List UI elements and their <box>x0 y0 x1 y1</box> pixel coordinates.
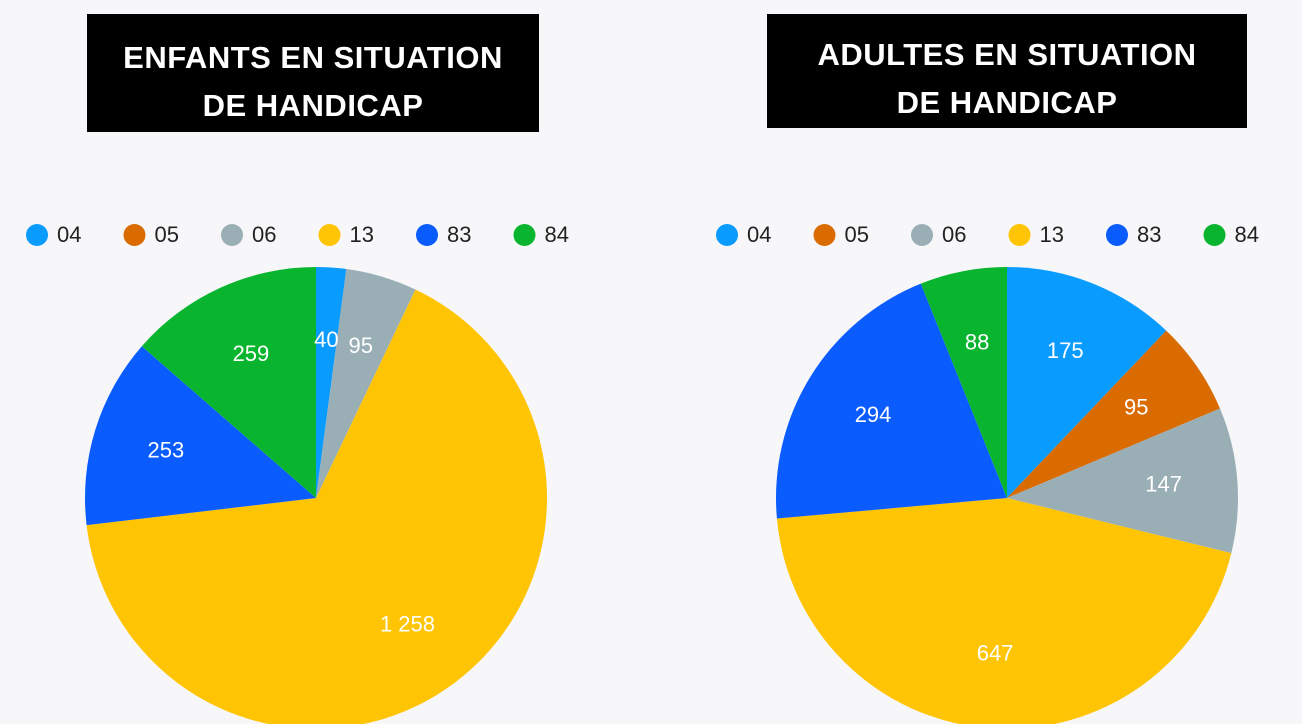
data-label: 40 <box>314 327 338 352</box>
pie-slice <box>316 267 347 498</box>
legend-label: 06 <box>252 222 276 247</box>
legend-marker <box>716 224 738 246</box>
chart-title: ADULTES EN SITUATION DE HANDICAP <box>767 14 1247 128</box>
pie-slice <box>776 498 1232 724</box>
legend-marker <box>26 224 48 246</box>
legend-label: 84 <box>1235 222 1259 247</box>
legend-label: 05 <box>155 222 179 247</box>
legend-marker <box>513 224 536 246</box>
data-label: 147 <box>1145 472 1182 497</box>
chart-title: ENFANTS EN SITUATION DE HANDICAP <box>87 14 539 132</box>
data-label: 259 <box>233 341 270 366</box>
legend-marker <box>1203 224 1226 246</box>
pie-slice <box>776 283 1007 519</box>
legend-label: 84 <box>545 222 569 247</box>
pie-slice <box>85 346 316 526</box>
legend-marker <box>318 224 341 246</box>
data-label: 647 <box>977 640 1014 665</box>
legend-label: 83 <box>447 222 471 247</box>
legend-label: 04 <box>747 222 771 247</box>
data-label: 253 <box>148 437 185 462</box>
legend-label: 13 <box>1040 222 1064 247</box>
pie-slice <box>1007 267 1167 498</box>
legend-marker <box>1008 224 1031 246</box>
data-label: 95 <box>348 333 372 358</box>
legend-marker <box>123 224 146 246</box>
data-label: 95 <box>1124 395 1148 420</box>
data-label: 88 <box>965 330 989 355</box>
pie-slice <box>1007 330 1220 498</box>
legend-marker <box>1106 224 1128 246</box>
legend-marker <box>221 224 243 246</box>
pie-slice <box>920 267 1007 498</box>
pie-slice <box>1007 408 1238 554</box>
legend-label: 06 <box>942 222 966 247</box>
pie-slice <box>86 289 547 724</box>
data-label: 1 258 <box>380 611 435 636</box>
data-label: 175 <box>1047 338 1084 363</box>
data-label: 294 <box>855 402 892 427</box>
pie-slice <box>316 269 416 498</box>
legend-marker <box>813 224 836 246</box>
legend-label: 04 <box>57 222 81 247</box>
legend-marker <box>416 224 438 246</box>
pie-slice <box>141 267 316 498</box>
legend-marker <box>911 224 933 246</box>
legend-label: 13 <box>350 222 374 247</box>
legend-label: 83 <box>1137 222 1161 247</box>
legend-label: 05 <box>845 222 869 247</box>
